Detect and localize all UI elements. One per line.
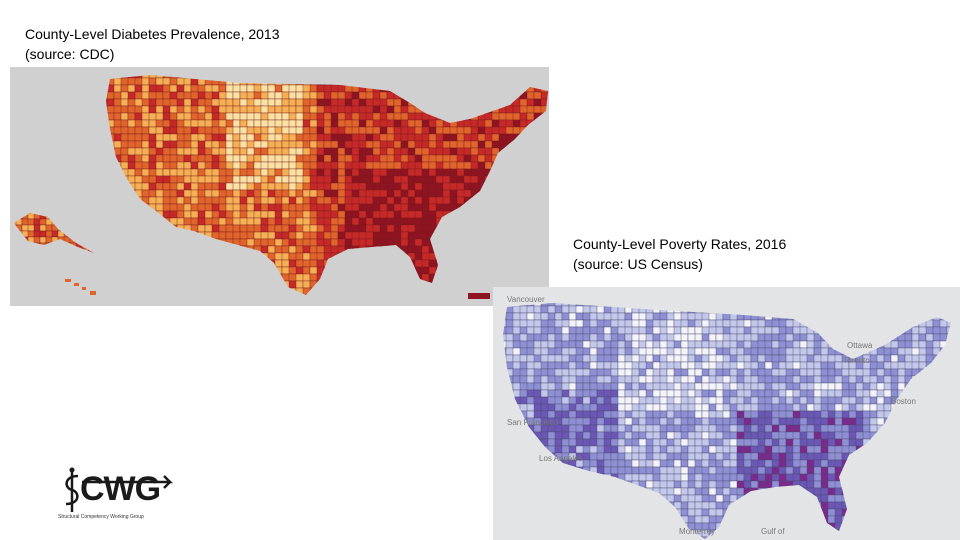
map-label-toronto: Toronto xyxy=(843,356,870,365)
map-label-monterrey: Monterrey xyxy=(679,527,716,536)
contiguous-us-counties xyxy=(503,303,951,539)
puerto-rico xyxy=(468,293,490,299)
poverty-map-title: County-Level Poverty Rates, 2016 xyxy=(573,236,787,252)
logo-text: CWG xyxy=(80,470,161,508)
scwg-logo: CWG Structural Competency Working Group xyxy=(58,466,178,528)
map-label-san-francisco: San Francisco xyxy=(507,418,559,427)
poverty-map-svg xyxy=(503,303,951,539)
map-label-boston: Boston xyxy=(891,397,916,406)
diabetes-map-caption: County-Level Diabetes Prevalence, 2013 (… xyxy=(25,24,280,64)
logo-subtitle: Structural Competency Working Group xyxy=(58,514,144,520)
map-label-ottawa: Ottawa xyxy=(847,341,873,350)
caduceus-arrow-icon xyxy=(65,467,174,512)
map-label-vancouver: Vancouver xyxy=(507,295,545,304)
map-label-los-angeles: Los Angeles xyxy=(539,454,583,463)
hawaii-islands xyxy=(65,279,96,295)
poverty-map-source: (source: US Census) xyxy=(573,256,703,272)
diabetes-map-source: (source: CDC) xyxy=(25,46,115,62)
poverty-map-caption: County-Level Poverty Rates, 2016 (source… xyxy=(573,234,786,274)
diabetes-map-svg xyxy=(14,75,548,299)
diabetes-map-title: County-Level Diabetes Prevalence, 2013 xyxy=(25,26,280,42)
diabetes-prevalence-map xyxy=(10,67,549,306)
poverty-rate-map: Vancouver Ottawa Toronto San Francisco L… xyxy=(493,287,960,540)
alaska-counties xyxy=(14,213,94,253)
contiguous-us-counties xyxy=(106,75,548,295)
map-label-gulf: Gulf of xyxy=(761,527,785,536)
